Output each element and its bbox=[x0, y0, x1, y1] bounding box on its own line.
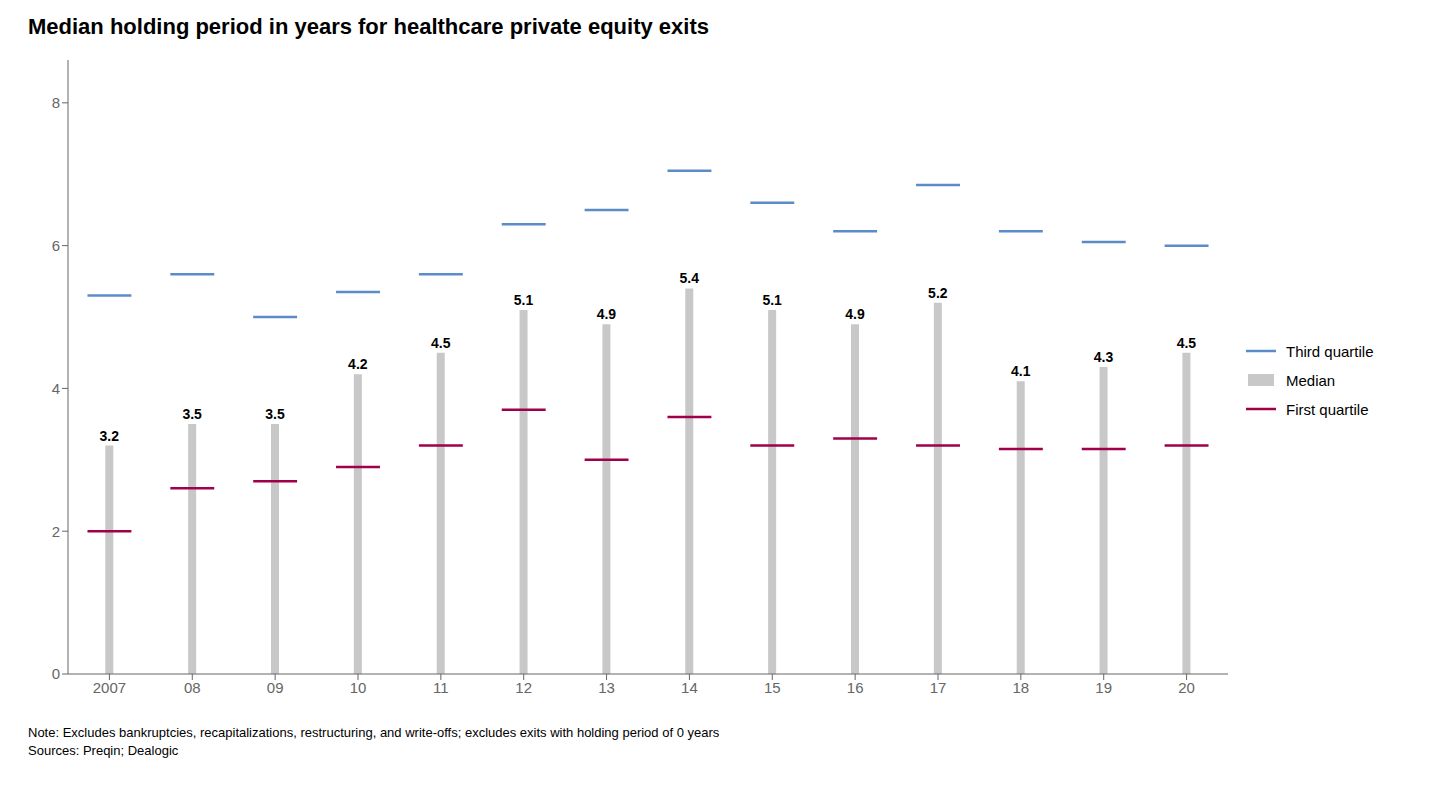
svg-text:2: 2 bbox=[52, 523, 60, 540]
html-text:Note: Excludes bankruptcies, r: Note: Excludes bankruptcies, recapitaliz… bbox=[28, 725, 720, 759]
html-text:First quartile: First quartile bbox=[1286, 400, 1369, 418]
svg-text:5.4: 5.4 bbox=[680, 270, 700, 286]
svg-text:18: 18 bbox=[1013, 679, 1030, 696]
svg-text:5.1: 5.1 bbox=[514, 292, 534, 308]
svg-text:3.2: 3.2 bbox=[100, 428, 120, 444]
svg-text:4.1: 4.1 bbox=[1011, 363, 1031, 379]
svg-text:8: 8 bbox=[52, 94, 60, 111]
svg-text:6: 6 bbox=[52, 237, 60, 254]
svg-text:19: 19 bbox=[1095, 679, 1112, 696]
svg-text:13: 13 bbox=[598, 679, 615, 696]
svg-text:11: 11 bbox=[433, 679, 449, 696]
html-text:Median: Median bbox=[1286, 371, 1336, 389]
html-text:Median holding period in years: Median holding period in years for healt… bbox=[28, 14, 709, 39]
svg-text:20: 20 bbox=[1178, 679, 1195, 696]
svg-text:4.2: 4.2 bbox=[348, 356, 368, 372]
svg-text:16: 16 bbox=[847, 679, 864, 696]
svg-text:14: 14 bbox=[681, 679, 698, 696]
html-text:Third quartile: Third quartile bbox=[1286, 342, 1374, 360]
svg-text:4: 4 bbox=[52, 380, 60, 397]
svg-text:12: 12 bbox=[515, 679, 532, 696]
svg-text:4.5: 4.5 bbox=[1177, 335, 1197, 351]
svg-text:15: 15 bbox=[764, 679, 781, 696]
svg-text:4.9: 4.9 bbox=[597, 306, 617, 322]
svg-text:3.5: 3.5 bbox=[265, 406, 285, 422]
svg-text:09: 09 bbox=[267, 679, 284, 696]
svg-text:5.2: 5.2 bbox=[928, 285, 948, 301]
svg-text:3.5: 3.5 bbox=[182, 406, 202, 422]
svg-text:4.5: 4.5 bbox=[431, 335, 451, 351]
svg-text:0: 0 bbox=[52, 665, 60, 682]
svg-text:08: 08 bbox=[184, 679, 201, 696]
svg-text:10: 10 bbox=[350, 679, 367, 696]
svg-text:4.3: 4.3 bbox=[1094, 349, 1114, 365]
svg-text:17: 17 bbox=[930, 679, 947, 696]
svg-text:2007: 2007 bbox=[93, 679, 126, 696]
svg-text:4.9: 4.9 bbox=[845, 306, 865, 322]
svg-text:5.1: 5.1 bbox=[762, 292, 782, 308]
